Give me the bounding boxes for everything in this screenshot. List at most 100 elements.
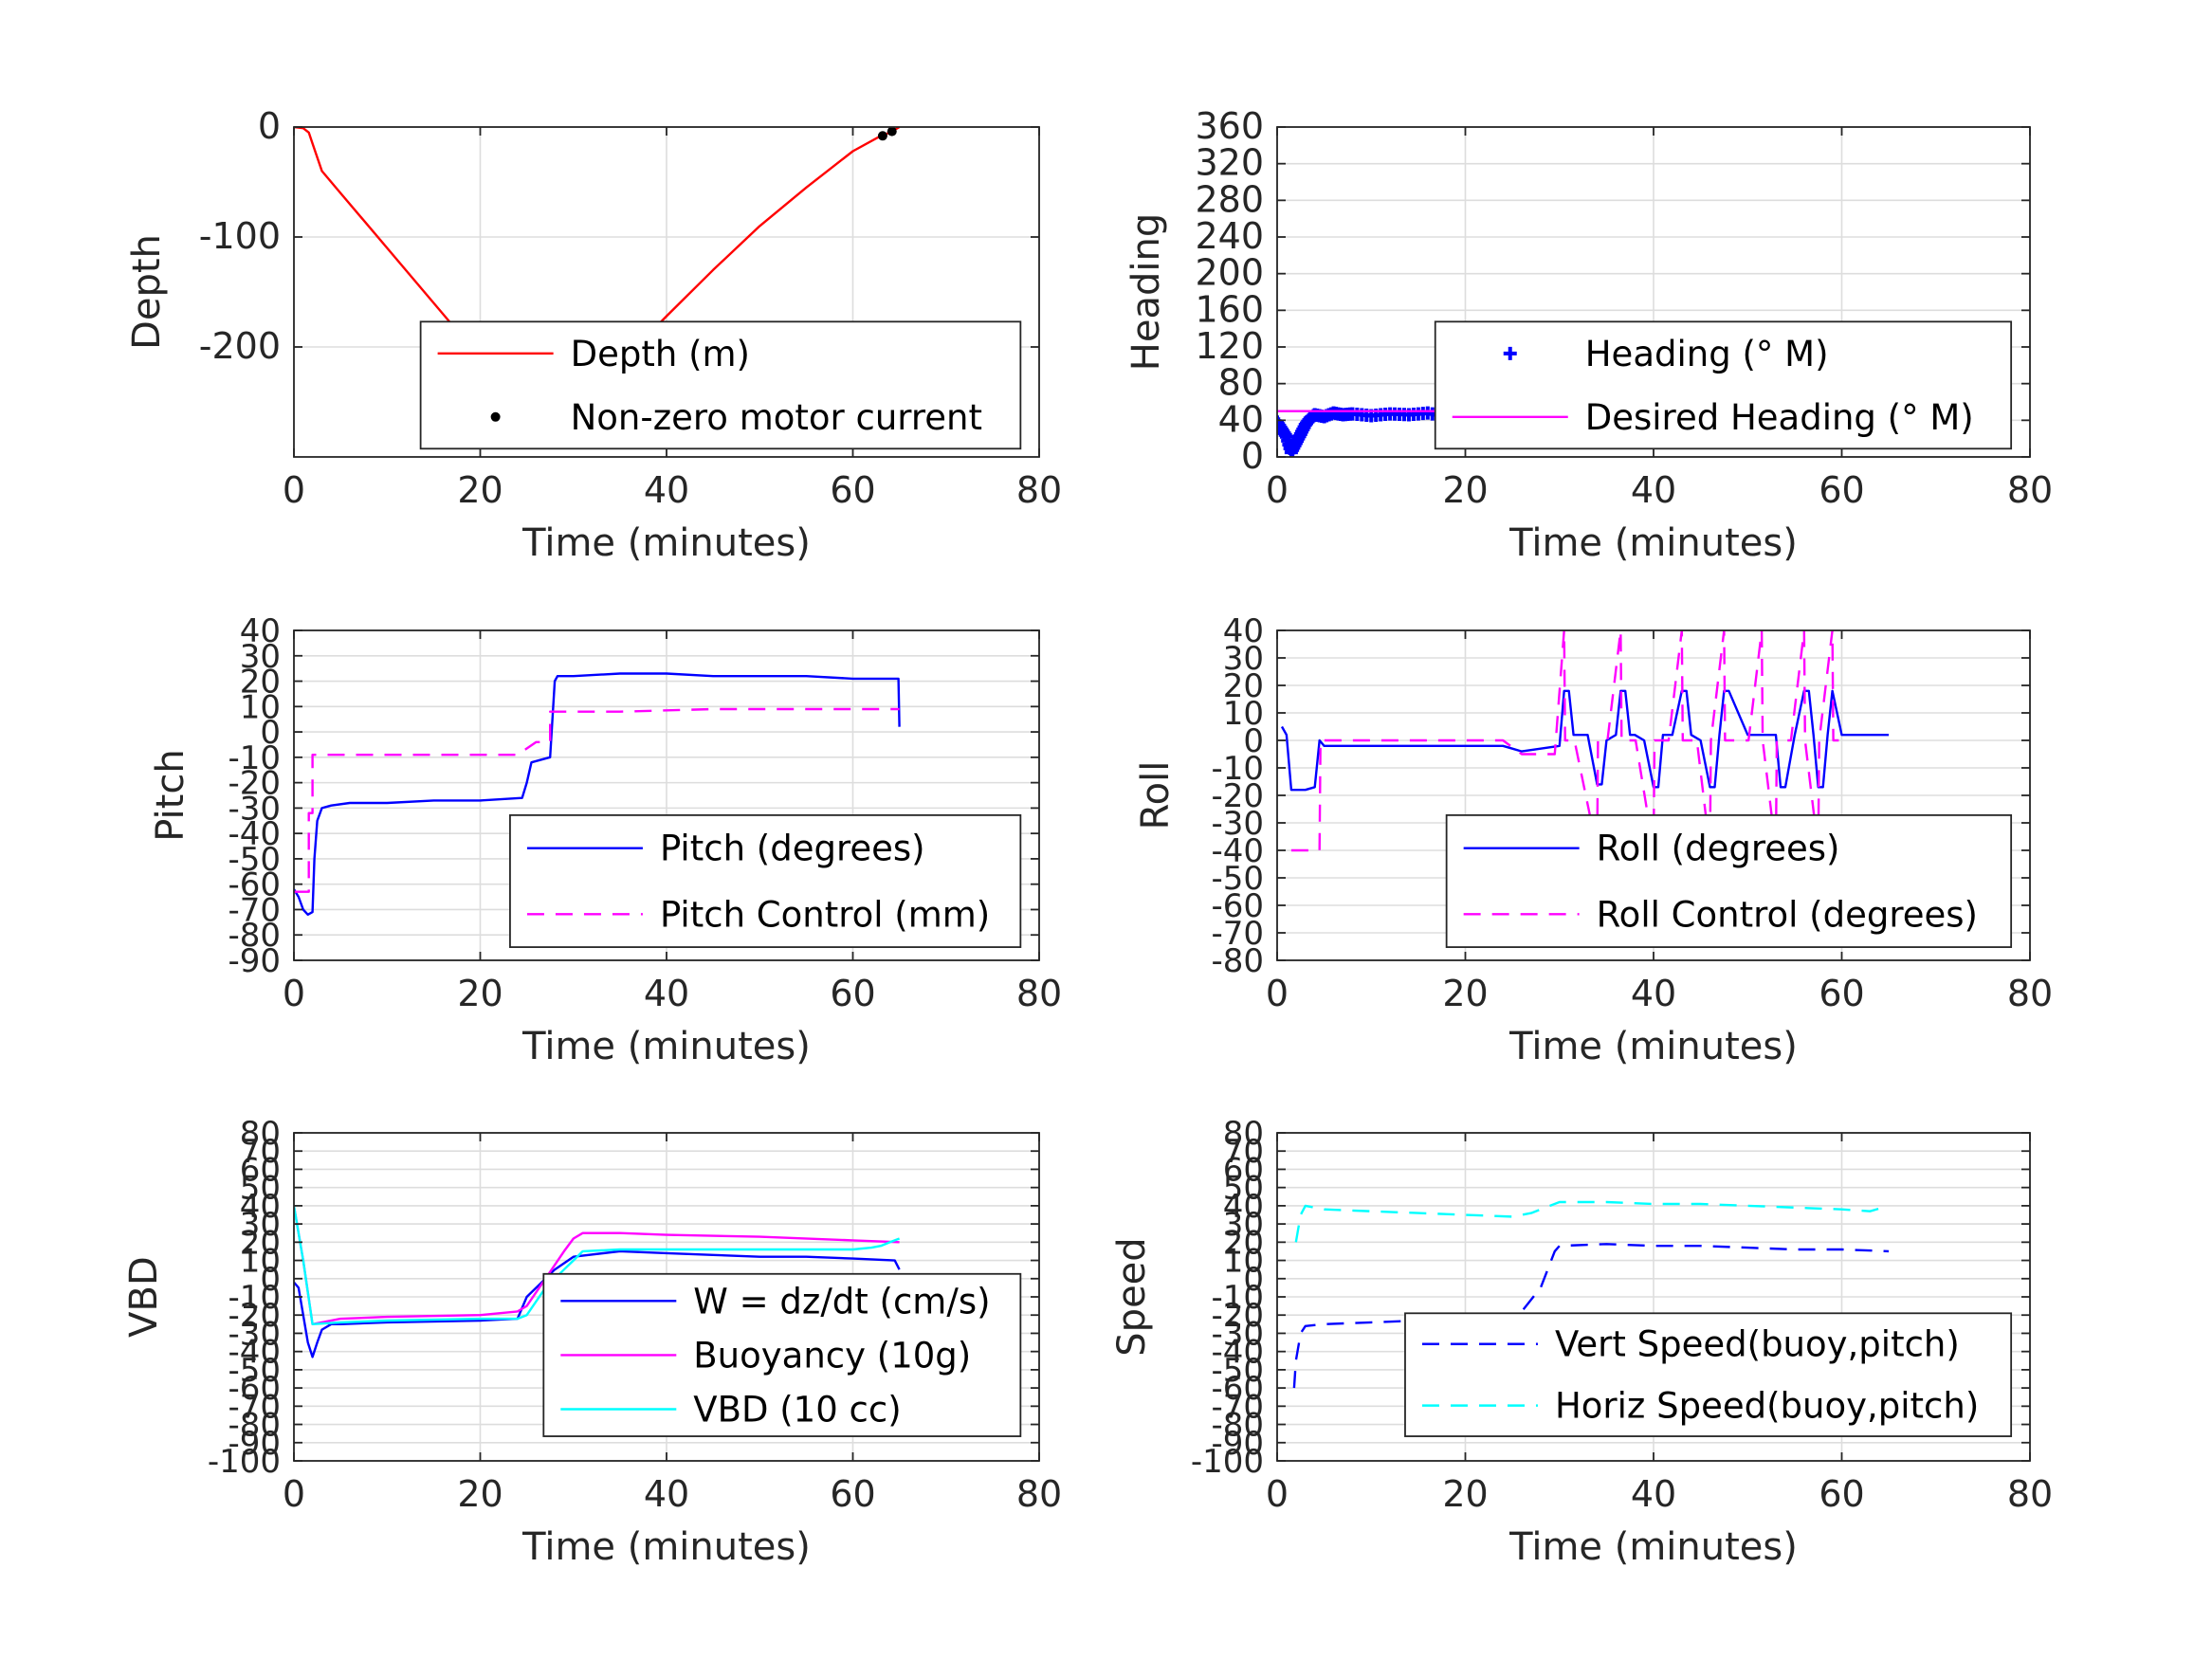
series-line-1: [294, 707, 900, 893]
x-tick-label: 60: [830, 469, 875, 511]
y-tick-label: -60: [228, 866, 281, 904]
series-group: [1292, 1200, 1890, 1389]
subplot-speed: 0 20 40 60 8080706050403020100-10-20-30-40-5…: [1110, 1115, 2053, 1569]
y-tick-label: 70: [1223, 1133, 1264, 1171]
x-tick-label: 20: [1442, 973, 1488, 1014]
x-tick-label: 0: [1266, 973, 1289, 1014]
subplot-depth: 0 20 40 60 80 0 -100 -200 Time (minutes) Depth Dep…: [125, 105, 1062, 565]
y-tick-label: 120: [1195, 325, 1264, 367]
y-tick-label: 80: [1218, 362, 1264, 404]
x-axis-label: Time (minutes): [1508, 521, 1798, 565]
x-tick-label: 60: [830, 973, 875, 1014]
legend-label: Roll (degrees): [1597, 829, 1840, 869]
y-tick-label: -20: [1211, 1297, 1264, 1335]
y-tick-label: -100: [208, 1443, 281, 1481]
x-tick-label: 60: [1819, 973, 1864, 1014]
y-tick-label: 40: [240, 612, 281, 650]
y-tick-label: -70: [1211, 1388, 1264, 1426]
y-tick-label: -90: [228, 942, 281, 980]
y-tick-label: -80: [1211, 942, 1264, 980]
series-group: [1280, 630, 1890, 852]
legend: Depth (m) Non-zero motor current: [419, 320, 1022, 450]
series-line-1: [1294, 1200, 1890, 1243]
y-tick-label: 40: [1223, 612, 1264, 650]
y-tick-label: 60: [240, 1151, 281, 1189]
legend-label: Pitch Control (mm): [660, 894, 990, 935]
y-tick-label: 160: [1195, 288, 1264, 330]
x-tick-label: 80: [2007, 469, 2053, 511]
y-tick-label: -10: [228, 1279, 281, 1317]
legend-box: [1445, 813, 2013, 948]
y-tick-label: -50: [228, 1352, 281, 1390]
legend: W = dz/dt (cm/s) Buoyancy (10g) VBD (10 cc…: [542, 1272, 1022, 1437]
y-tick-label: 240: [1195, 215, 1264, 257]
x-tick-label: 60: [1819, 469, 1864, 511]
y-tick-label: -30: [228, 1315, 281, 1353]
y-tick-label: -40: [228, 815, 281, 853]
subplot-roll: 0 20 40 60 80403020100-10-20-30-40-50-60-70-…: [1134, 612, 2053, 1068]
x-tick-label: 40: [1631, 1473, 1676, 1515]
legend-box: [1434, 320, 2013, 450]
subplot-pitch: 0 20 40 60 80403020100-10-20-30-40-50-60-70-…: [149, 612, 1062, 1068]
legend-label: Non-zero motor current: [571, 397, 982, 438]
y-tick-label: 20: [240, 1224, 281, 1262]
y-tick-label: 10: [1223, 695, 1264, 733]
y-tick-label: -80: [228, 917, 281, 955]
y-tick-label: 50: [240, 1170, 281, 1208]
y-tick-label: -50: [1211, 860, 1264, 898]
x-tick-label: 80: [1016, 469, 1062, 511]
series-group: [294, 672, 901, 916]
y-tick-label: 320: [1195, 142, 1264, 184]
legend-box: [419, 320, 1022, 450]
x-tick-label: 80: [2007, 1473, 2053, 1515]
y-tick-label: 280: [1195, 178, 1264, 220]
x-tick-label: 20: [1442, 469, 1488, 511]
series-line-0: [1292, 1243, 1890, 1389]
y-tick-label: 40: [1218, 398, 1264, 440]
y-tick-label: 10: [1223, 1243, 1264, 1281]
legend-label: Roll Control (degrees): [1597, 894, 1978, 935]
y-tick-label: 0: [1243, 722, 1264, 760]
legend-label: W = dz/dt (cm/s): [693, 1281, 990, 1322]
series-point: [887, 127, 897, 137]
y-axis-label: Heading: [1124, 213, 1168, 371]
y-tick-label: 20: [1223, 1224, 1264, 1262]
y-tick-label: 30: [1223, 640, 1264, 678]
y-tick-label: -70: [228, 1388, 281, 1426]
legend-swatch: [1503, 346, 1517, 360]
subplot-vbd: 0 20 40 60 8080706050403020100-10-20-30-40-5…: [122, 1115, 1062, 1569]
y-tick-label: 0: [260, 1261, 281, 1299]
legend-label: Pitch (degrees): [660, 829, 925, 869]
y-tick-label: 70: [240, 1133, 281, 1171]
y-axis-label: Depth: [125, 234, 169, 350]
series-line-0: [1280, 689, 1890, 792]
x-tick-label: 40: [644, 469, 689, 511]
y-tick-label: -80: [228, 1407, 281, 1445]
y-tick-label: -10: [1211, 750, 1264, 788]
y-tick-label: -100: [1191, 1443, 1264, 1481]
y-tick-label: 20: [240, 664, 281, 702]
subplot-heading: 0 20 40 60 8004080120160200240280320360Time …: [1124, 105, 2053, 565]
y-tick-label: -30: [228, 790, 281, 828]
y-tick-label: -30: [1211, 1315, 1264, 1353]
x-tick-label: 0: [1266, 1473, 1289, 1515]
x-tick-label: 20: [457, 469, 503, 511]
x-tick-label: 40: [1631, 973, 1676, 1014]
y-tick-label: -200: [199, 325, 281, 367]
y-tick-label: -30: [1211, 805, 1264, 843]
x-tick-label: 80: [1016, 973, 1062, 1014]
legend-label: Desired Heading (° M): [1585, 397, 1974, 438]
y-tick-label: 0: [258, 105, 281, 147]
series-line-0: [294, 1249, 901, 1358]
legend-label: VBD (10 cc): [693, 1390, 901, 1431]
y-axis-label: Roll: [1134, 761, 1178, 830]
y-tick-label: -70: [1211, 915, 1264, 953]
x-axis-label: Time (minutes): [521, 1025, 811, 1068]
y-tick-label: -40: [228, 1334, 281, 1372]
y-axis-label: Pitch: [149, 749, 192, 841]
y-tick-label: 10: [240, 1243, 281, 1281]
y-tick-label: -20: [1211, 777, 1264, 815]
legend-label: Heading (° M): [1585, 334, 1829, 374]
y-tick-label: -70: [228, 891, 281, 929]
legend: Heading (° M) Desired Heading (° M): [1434, 320, 2013, 450]
